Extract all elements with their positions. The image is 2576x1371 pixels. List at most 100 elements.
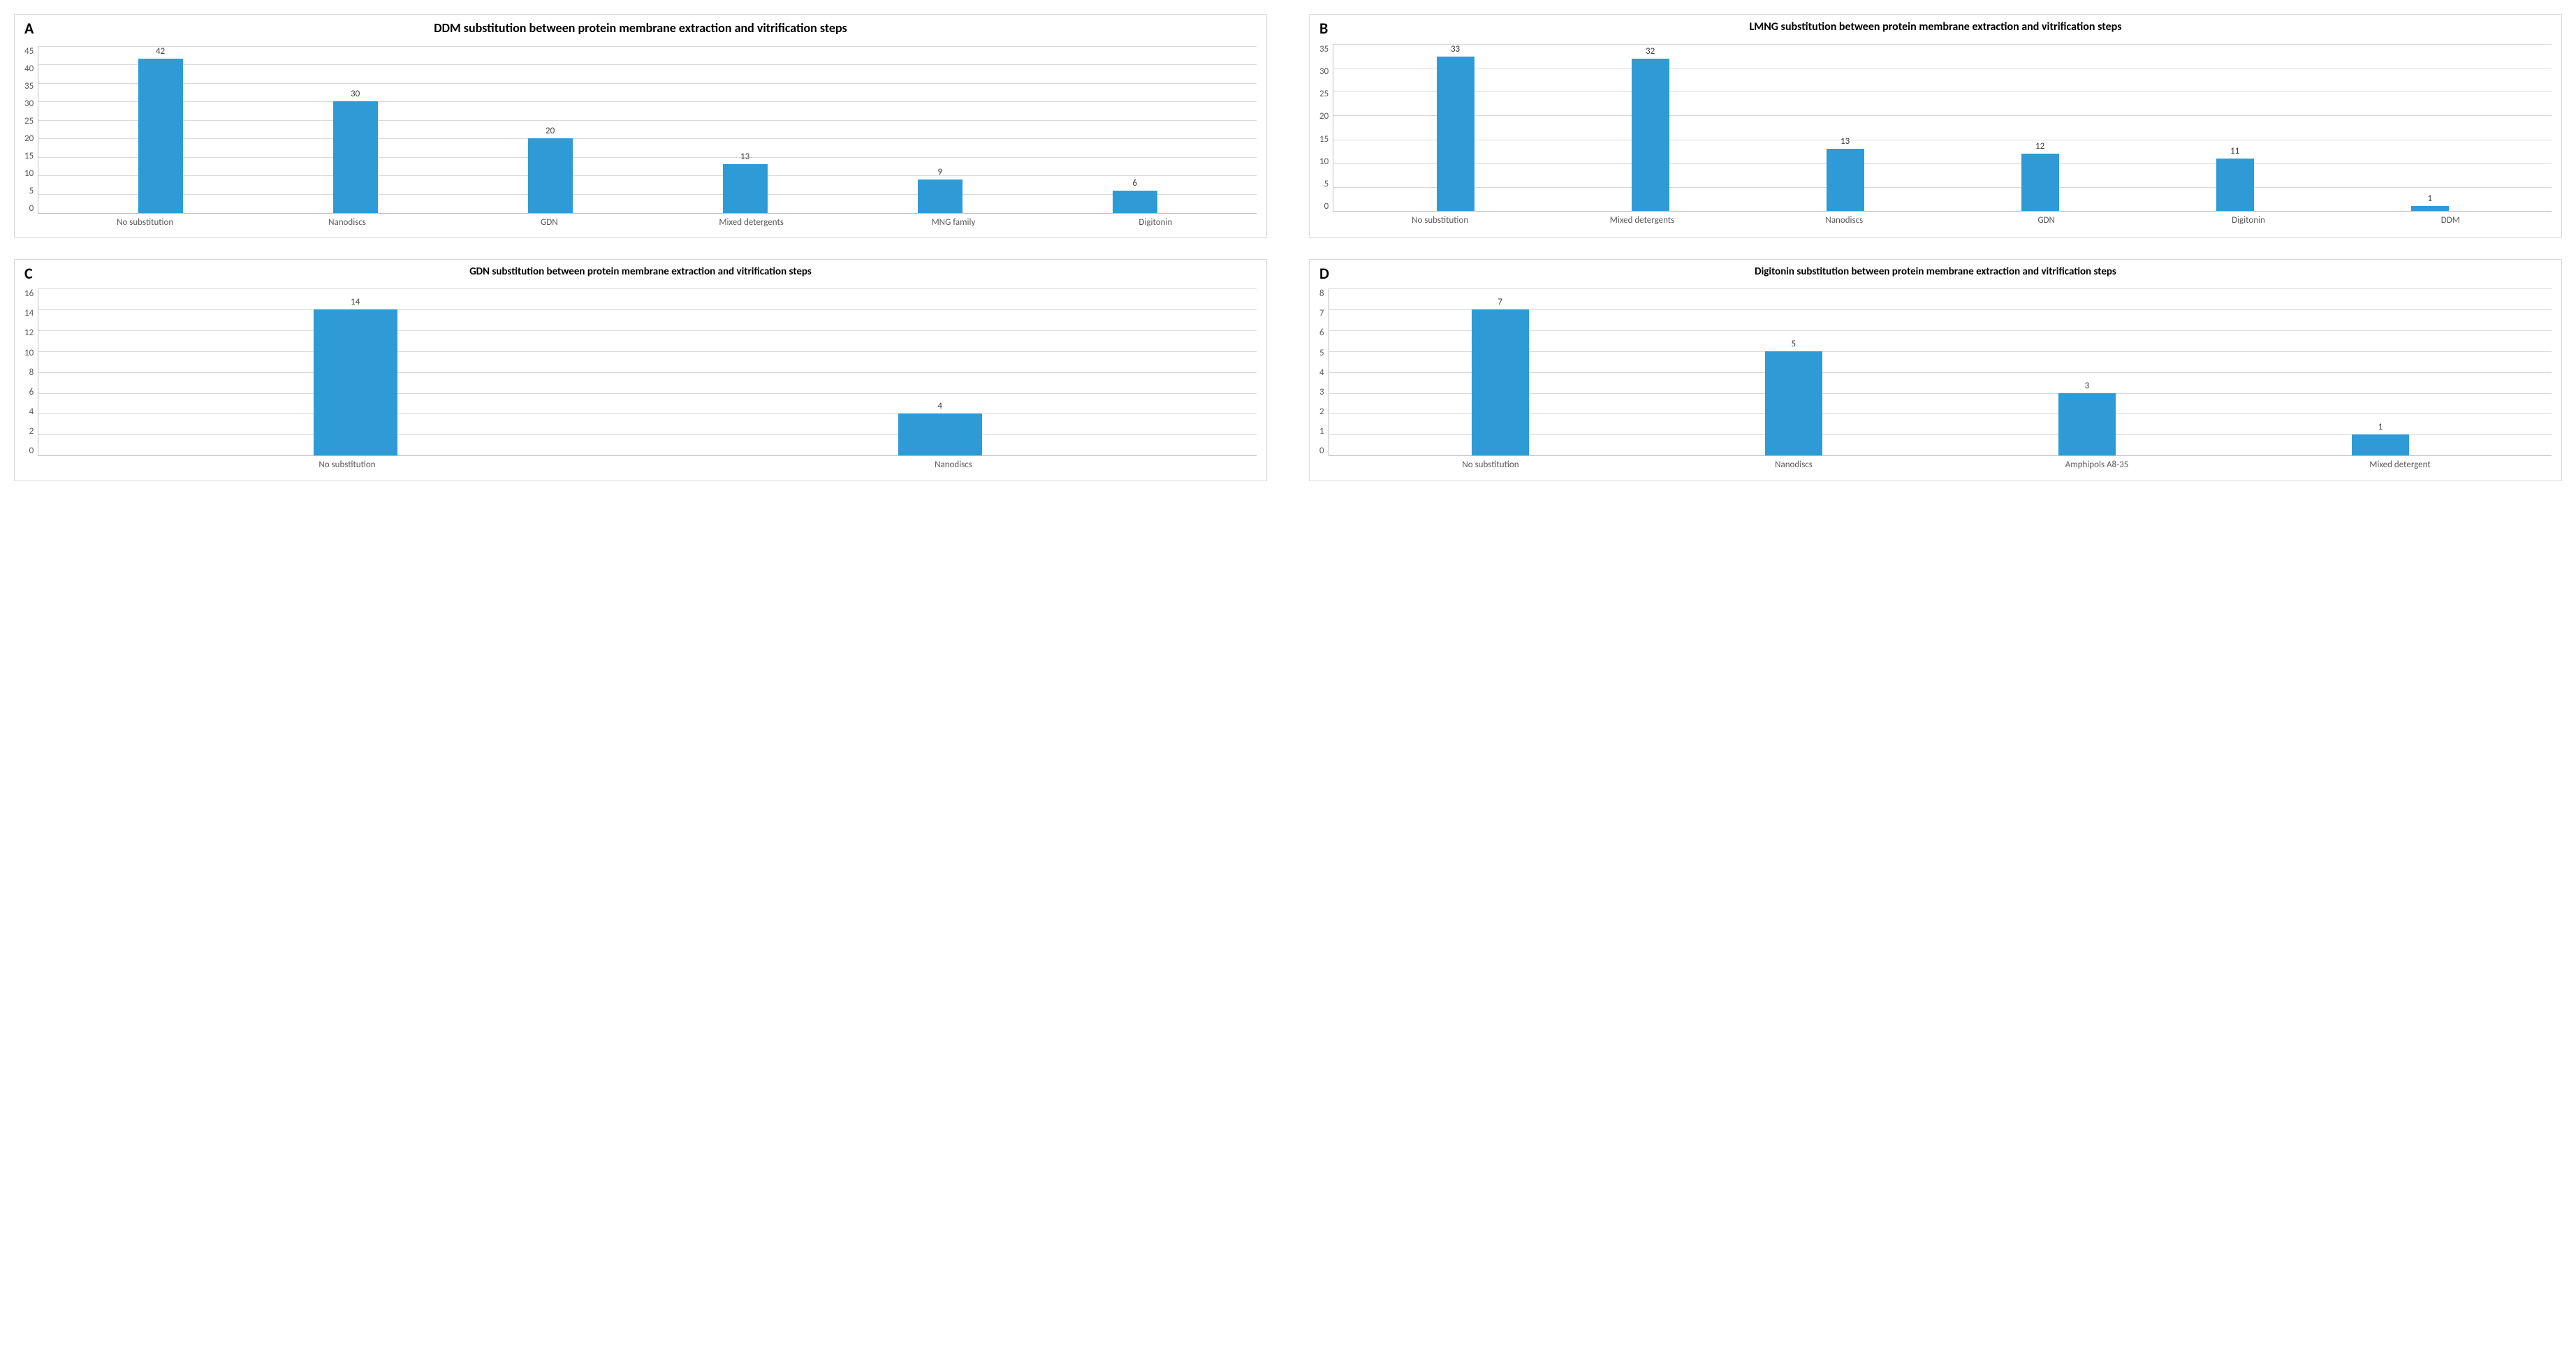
bar xyxy=(898,413,982,455)
y-tick-label: 0 xyxy=(29,446,34,456)
y-axis: 1614121086420 xyxy=(24,288,38,456)
y-tick-label: 30 xyxy=(24,98,34,109)
y-tick-label: 5 xyxy=(1324,179,1329,189)
panel-letter: A xyxy=(24,19,34,38)
bar xyxy=(2021,154,2059,211)
chart-body: 8765432107531 xyxy=(1319,288,2552,456)
plot-area: 4230201396 xyxy=(38,46,1257,214)
y-tick-label: 15 xyxy=(24,151,34,161)
y-tick-label: 45 xyxy=(24,46,34,57)
bar xyxy=(1632,59,1669,212)
x-tick-label: No substitution xyxy=(1339,216,1541,226)
bar-wrap: 7 xyxy=(1354,288,1647,455)
y-tick-label: 2 xyxy=(1319,406,1324,417)
bar-value-label: 1 xyxy=(2378,422,2383,432)
bar xyxy=(2352,434,2409,455)
plot-area: 33321312111 xyxy=(1333,44,2552,212)
bar xyxy=(1765,351,1822,455)
chart-title: GDN substitution between protein membran… xyxy=(52,265,1229,279)
bar-wrap: 42 xyxy=(63,46,258,213)
bar-value-label: 4 xyxy=(937,401,942,411)
bar xyxy=(314,309,397,455)
bar-value-label: 7 xyxy=(1498,297,1502,307)
x-tick-label: MNG family xyxy=(852,218,1054,228)
chart-panel-b: BLMNG substitution between protein membr… xyxy=(1309,14,2562,238)
x-tick-label: No substitution xyxy=(44,218,246,228)
x-axis: No substitutionNanodiscsGDNMixed deterge… xyxy=(44,214,1257,228)
x-axis: No substitutionNanodiscsAmphipols A8-35M… xyxy=(1339,456,2552,471)
bar xyxy=(528,138,573,212)
y-tick-label: 3 xyxy=(1319,387,1324,397)
x-tick-label: GDN xyxy=(1945,216,2147,226)
bar-value-label: 3 xyxy=(2085,381,2090,391)
y-tick-label: 7 xyxy=(1319,308,1324,318)
y-axis: 35302520151050 xyxy=(1319,44,1333,212)
x-tick-label: No substitution xyxy=(1339,460,1642,471)
plot-area: 7 5 3 1 xyxy=(1329,288,2552,456)
bar-wrap: 11 xyxy=(2137,44,2332,211)
y-tick-label: 5 xyxy=(29,186,34,196)
x-tick-label: Nanodiscs xyxy=(1743,216,1945,226)
chart-panel-a: A DDM substitution between protein membra… xyxy=(14,14,1267,238)
x-tick-label: GDN xyxy=(448,218,650,228)
chart-title: DDM substitution between protein membran… xyxy=(52,20,1229,36)
bar xyxy=(2411,206,2449,211)
bar-wrap: 6 xyxy=(1037,46,1232,213)
bar-wrap: 5 xyxy=(1647,288,1940,455)
y-tick-label: 6 xyxy=(1319,328,1324,338)
y-tick-label: 25 xyxy=(1319,89,1329,99)
chart-panel-c: C GDN substitution between protein membra… xyxy=(14,259,1267,481)
y-tick-label: 4 xyxy=(29,406,34,417)
y-tick-label: 15 xyxy=(1319,134,1329,145)
chart-grid: A DDM substitution between protein membra… xyxy=(14,14,2562,481)
y-tick-label: 10 xyxy=(1319,156,1329,167)
bar xyxy=(138,59,183,213)
bars-container: 7 5 3 1 xyxy=(1329,288,2552,455)
chart-title: Digitonin substitution between protein m… xyxy=(1347,265,2524,279)
y-tick-label: 25 xyxy=(24,116,34,126)
y-tick-label: 5 xyxy=(1319,348,1324,358)
y-tick-label: 0 xyxy=(1319,446,1324,456)
bar xyxy=(1472,309,1529,455)
panel-letter: C xyxy=(24,264,33,283)
y-tick-label: 0 xyxy=(29,203,34,214)
bar xyxy=(1113,191,1157,213)
bar-wrap: 1 xyxy=(2234,288,2527,455)
bar-value-label: 20 xyxy=(546,126,555,136)
x-tick-label: Digitonin xyxy=(2147,216,2349,226)
y-tick-label: 14 xyxy=(24,308,34,318)
bar-value-label: 30 xyxy=(351,89,360,99)
bar xyxy=(333,101,378,212)
bar-wrap: 12 xyxy=(1942,44,2137,211)
chart-title: LMNG substitution between protein membra… xyxy=(1347,20,2524,34)
x-tick-label: Mixed detergents xyxy=(1541,216,1743,226)
x-tick-label: Nanodiscs xyxy=(246,218,448,228)
chart-body: 1614121086420144 xyxy=(24,288,1257,456)
bar-wrap: 30 xyxy=(258,46,453,213)
y-axis: 876543210 xyxy=(1319,288,1329,456)
bar-wrap: 13 xyxy=(1748,44,1942,211)
bar-value-label: 13 xyxy=(1840,136,1850,147)
bar-value-label: 1 xyxy=(2427,193,2432,204)
bars-container: 33321312111 xyxy=(1333,44,2552,211)
bar-value-label: 12 xyxy=(2035,141,2044,152)
bar-value-label: 33 xyxy=(1451,44,1460,54)
chart-body: 4540353025201510504230201396 xyxy=(24,46,1257,214)
x-tick-label: Mixed detergent xyxy=(2248,460,2552,471)
bar xyxy=(918,179,963,213)
bar xyxy=(1437,57,1474,211)
x-tick-label: Nanodiscs xyxy=(1642,460,1945,471)
plot-area: 144 xyxy=(38,288,1257,456)
bar-wrap: 13 xyxy=(647,46,842,213)
bar-value-label: 11 xyxy=(2230,146,2239,156)
bar-wrap: 20 xyxy=(453,46,647,213)
x-tick-label: DDM xyxy=(2350,216,2552,226)
bar-value-label: 42 xyxy=(156,46,165,57)
bar-wrap: 3 xyxy=(1940,288,2234,455)
bar xyxy=(1827,149,1864,211)
y-tick-label: 6 xyxy=(29,387,34,397)
y-tick-label: 12 xyxy=(24,328,34,338)
bar xyxy=(2058,393,2116,456)
bar-value-label: 13 xyxy=(740,152,749,162)
x-tick-label: Nanodiscs xyxy=(650,460,1257,471)
